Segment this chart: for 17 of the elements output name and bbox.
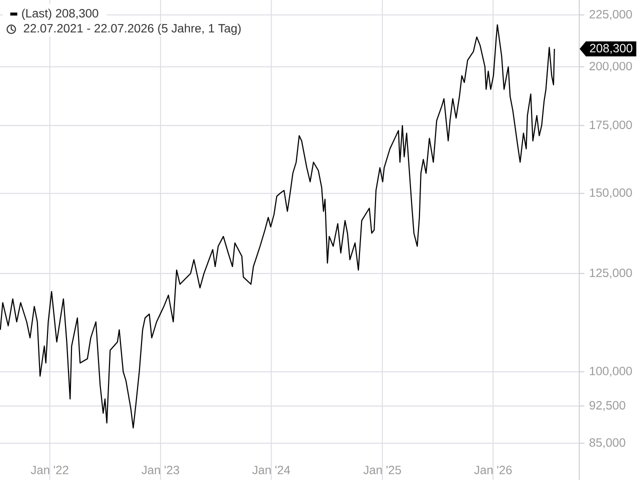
- text: 22.07.2021 - 22.07.2026 (5 Jahre, 1 Tag): [24, 24, 241, 35]
- x-tick-label: Jan '25: [363, 466, 401, 474]
- y-tick-label: 225,000: [590, 10, 632, 20]
- y-tick-label: 85,000: [590, 438, 626, 448]
- y-tick-label: 125,000: [590, 268, 632, 278]
- x-tick-label: Jan '22: [30, 466, 68, 474]
- text: 208,300: [590, 44, 632, 54]
- legend-label: (Last) 208,300: [22, 8, 98, 20]
- x-tick-label: Jan '24: [252, 466, 290, 474]
- x-tick-label: Jan '26: [474, 466, 512, 474]
- y-tick-label: 150,000: [590, 188, 632, 198]
- y-tick-label: 200,000: [590, 62, 632, 72]
- y-tick-label: 92,500: [590, 401, 626, 411]
- y-tick-label: 175,000: [590, 120, 632, 130]
- x-tick-label: Jan '23: [142, 466, 180, 474]
- y-tick-label: 100,000: [590, 366, 632, 377]
- line-series: [0, 24, 555, 429]
